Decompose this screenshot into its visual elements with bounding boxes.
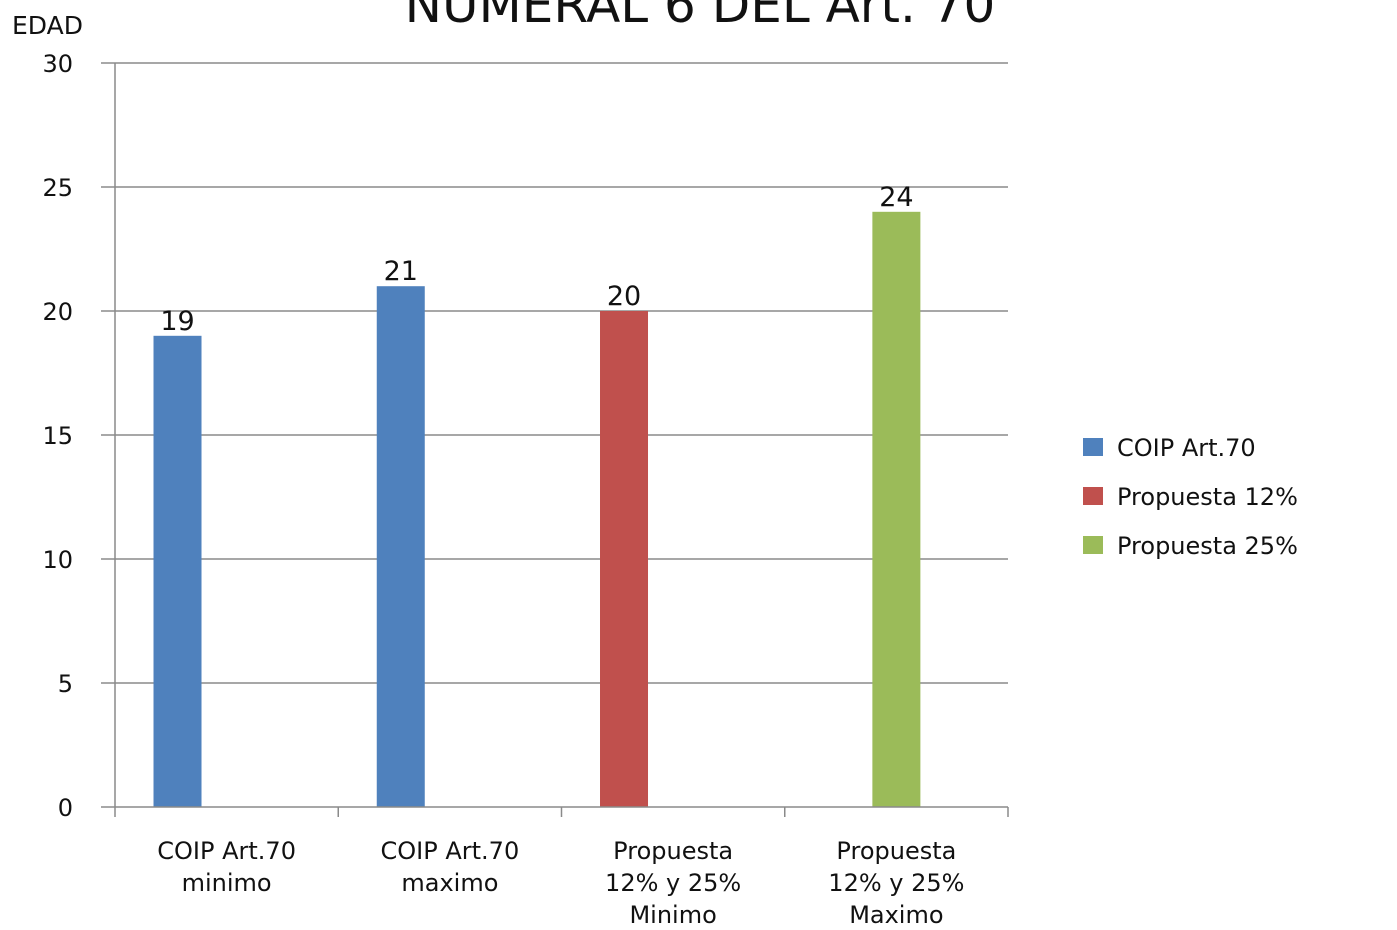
bar [376,286,425,807]
bar-data-label: 24 [879,182,913,213]
bar-data-label: 21 [384,256,418,287]
x-tick-label-line: Maximo [849,901,943,926]
legend-swatch [1083,438,1103,456]
legend-swatch [1083,487,1103,505]
x-tick-label-line: 12% y 25% [828,869,964,897]
y-tick-label: 15 [42,422,73,450]
y-tick-label: 10 [42,546,73,574]
x-tick-label: Propuesta 12% y 25% Maximo [828,837,964,926]
data-labels: 19 21 20 24 [160,182,913,337]
y-axis-label: EDAD [12,11,83,40]
x-tick-label-line: COIP Art.70 [157,837,296,865]
chart-title: NUMERAL 6 DEL Art. 70 [405,0,996,34]
legend-label: COIP Art.70 [1117,434,1256,462]
bars [153,211,921,808]
legend: COIP Art.70 Propuesta 12% Propuesta 25% [1083,434,1298,560]
bar-data-label: 20 [607,281,641,312]
bar [600,311,649,807]
x-tick-label-line: Minimo [629,901,716,926]
y-tick-label: 5 [58,670,73,698]
y-tick-label: 0 [58,794,73,822]
legend-label: Propuesta 25% [1117,532,1298,560]
bar [153,335,202,807]
legend-label: Propuesta 12% [1117,483,1298,511]
x-tick-label: COIP Art.70 maximo [381,837,520,897]
x-tick-label-line: minimo [182,869,272,897]
x-tick-label-line: 12% y 25% [605,869,741,897]
bar [872,211,921,808]
x-tick-label: Propuesta 12% y 25% Minimo [605,837,741,926]
legend-swatch [1083,536,1103,554]
y-tick-label: 20 [42,298,73,326]
bar-data-label: 19 [160,306,194,337]
y-tick-label: 25 [42,174,73,202]
x-tick-label-line: Propuesta [836,837,956,865]
x-tick-label-line: Propuesta [613,837,733,865]
y-tick-label: 30 [42,50,73,78]
x-tick-label: COIP Art.70 minimo [157,837,296,897]
x-tick-label-line: maximo [401,869,498,897]
gridlines [115,62,1008,684]
x-tick-label-line: COIP Art.70 [381,837,520,865]
